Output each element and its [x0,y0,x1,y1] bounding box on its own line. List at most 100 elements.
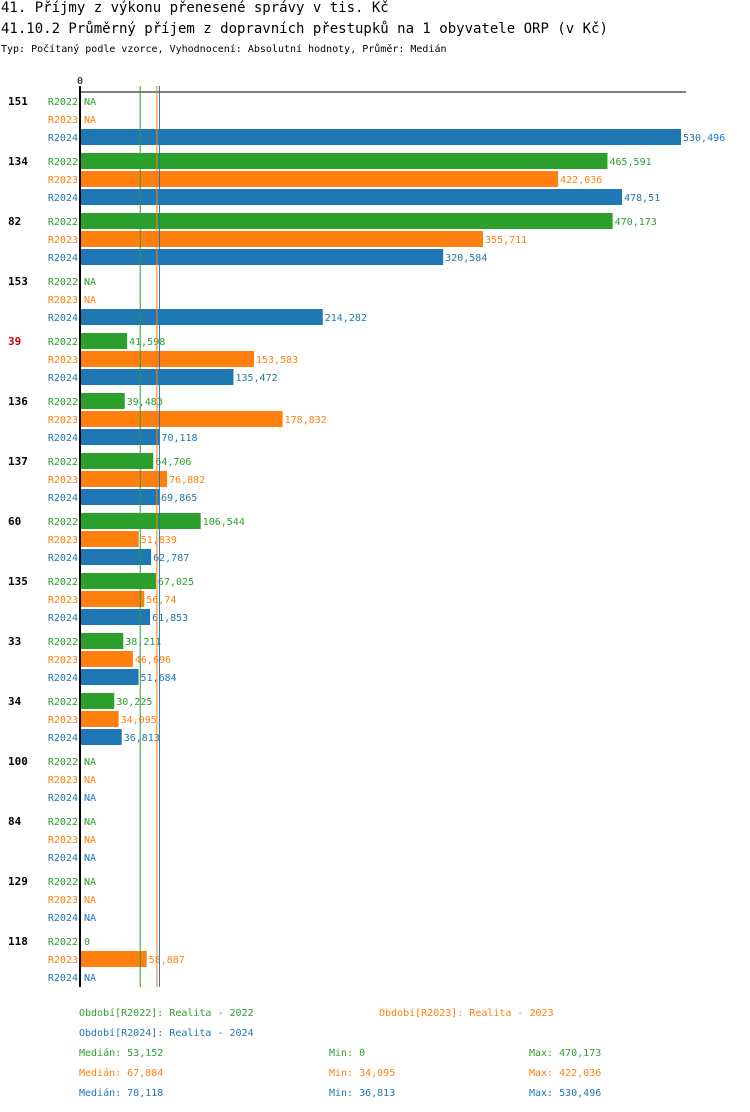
series-label: R2023 [48,895,78,906]
data-label: 0 [84,937,90,948]
data-label: NA [84,295,96,306]
data-label: NA [84,895,96,906]
legend-min-r2024: Min: 36,813 [329,1088,396,1099]
series-label: R2023 [48,175,78,186]
series-label: R2024 [48,253,78,264]
data-label: 46,696 [135,655,171,666]
chart-type-line: Typ: Počítaný podle vzorce, Vyhodnocení:… [1,44,447,55]
series-label: R2022 [48,277,78,288]
bar [80,393,125,409]
data-label: 34,095 [121,715,157,726]
data-label: NA [84,913,96,924]
data-label: NA [84,97,96,108]
bar [80,189,623,205]
series-label: R2022 [48,637,78,648]
data-label: 106,544 [203,517,245,528]
data-label: NA [84,853,96,864]
series-label: R2022 [48,217,78,228]
data-label: 422,036 [560,175,602,186]
series-label: R2022 [48,757,78,768]
bar [80,729,122,745]
group-label: 34 [8,695,22,708]
group-label: 39 [8,335,21,348]
series-label: R2024 [48,793,78,804]
bar [80,951,147,967]
series-label: R2022 [48,337,78,348]
bar-chart: 0 151 R2022 NA R2023 NA R2024 530,496 134 R2022 46… [8,76,725,987]
legend-max-r2023: Max: 422,036 [529,1068,602,1079]
data-label: NA [84,757,96,768]
data-label: 64,706 [155,457,191,468]
bar [80,489,160,505]
legend-median-r2022: Medián: 53,152 [79,1048,164,1059]
group-label: 60 [8,515,21,528]
data-label: 36,813 [124,733,160,744]
legend-period-r2023: Období[R2023]: Realita - 2023 [379,1008,554,1019]
data-label: 41,598 [129,337,165,348]
series-label: R2024 [48,673,78,684]
series-label: R2024 [48,973,78,984]
bar [80,693,115,709]
series-label: R2022 [48,157,78,168]
bar [80,531,139,547]
data-label: 62,787 [153,553,189,564]
data-label: NA [84,877,96,888]
series-label: R2024 [48,133,78,144]
group-label: 84 [8,815,22,828]
group-label: 151 [8,95,28,108]
data-label: 76,882 [169,475,205,486]
series-label: R2023 [48,955,78,966]
series-label: R2023 [48,655,78,666]
data-label: NA [84,775,96,786]
series-label: R2022 [48,937,78,948]
data-label: 465,591 [609,157,651,168]
bar [80,429,160,445]
bar [80,129,681,145]
series-label: R2022 [48,877,78,888]
data-label: 135,472 [235,373,277,384]
page-title: 41. Příjmy z výkonu přenesené správy v t… [1,0,389,16]
bar [80,591,145,607]
data-label: 67,025 [158,577,194,588]
group-label: 82 [8,215,21,228]
data-label: 70,118 [161,433,197,444]
bar [80,573,156,589]
bar [80,309,323,325]
data-label: 39,483 [127,397,163,408]
bar [80,651,133,667]
series-label: R2022 [48,457,78,468]
legend-min-r2023: Min: 34,095 [329,1068,396,1079]
group-label: 33 [8,635,21,648]
bar [80,549,152,565]
data-label: 478,51 [624,193,660,204]
series-label: R2023 [48,535,78,546]
data-label: 38,211 [125,637,161,648]
series-label: R2024 [48,613,78,624]
data-label: 530,496 [683,133,725,144]
series-label: R2024 [48,493,78,504]
series-label: R2022 [48,97,78,108]
data-label: 153,583 [256,355,298,366]
bar [80,213,613,229]
series-label: R2024 [48,313,78,324]
group-label: 135 [8,575,28,588]
group-label: 153 [8,275,28,288]
data-label: NA [84,817,96,828]
data-label: 58,887 [149,955,185,966]
group-label: 129 [8,875,28,888]
series-label: R2023 [48,835,78,846]
data-label: 470,173 [615,217,657,228]
data-label: NA [84,793,96,804]
bar [80,249,444,265]
legend-median-r2024: Medián: 70,118 [79,1088,164,1099]
group-label: 100 [8,755,28,768]
bar [80,633,124,649]
series-label: R2022 [48,817,78,828]
series-label: R2024 [48,433,78,444]
series-label: R2023 [48,595,78,606]
series-label: R2022 [48,517,78,528]
series-label: R2023 [48,715,78,726]
bar [80,171,559,187]
data-label: 56,74 [146,595,176,606]
data-label: 30,225 [116,697,152,708]
